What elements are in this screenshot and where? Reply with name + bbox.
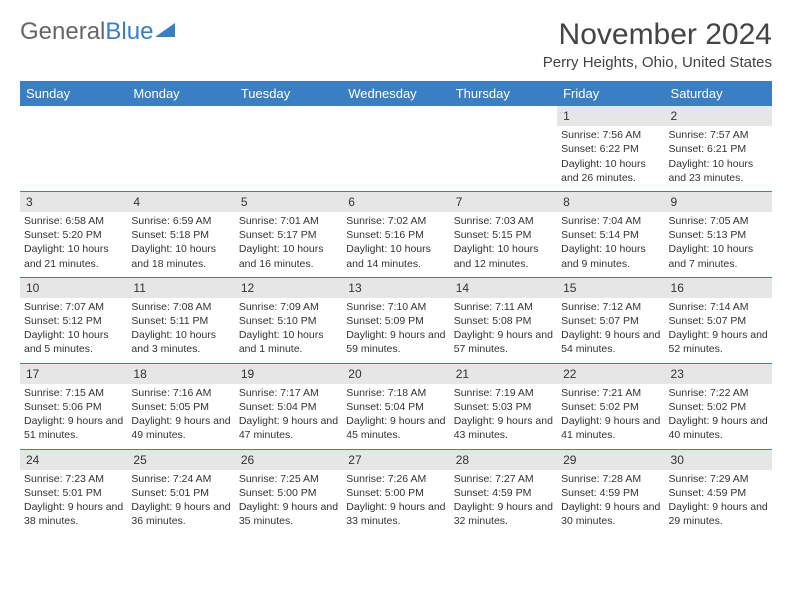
day-number: 30: [665, 449, 772, 470]
day-detail: Sunrise: 7:03 AMSunset: 5:15 PMDaylight:…: [450, 212, 557, 277]
day-detail-row: Sunrise: 7:15 AMSunset: 5:06 PMDaylight:…: [20, 384, 772, 449]
weekday-header: Tuesday: [235, 81, 342, 106]
empty-cell: [20, 106, 127, 126]
day-number: 13: [342, 277, 449, 298]
weekday-header: Sunday: [20, 81, 127, 106]
day-number: 2: [665, 106, 772, 126]
day-detail: Sunrise: 7:17 AMSunset: 5:04 PMDaylight:…: [235, 384, 342, 449]
day-number: 11: [127, 277, 234, 298]
day-number: 27: [342, 449, 449, 470]
day-number: 18: [127, 363, 234, 384]
weekday-header: Monday: [127, 81, 234, 106]
day-number: 29: [557, 449, 664, 470]
day-number: 20: [342, 363, 449, 384]
logo: GeneralBlue: [20, 18, 177, 46]
header: GeneralBlue November 2024 Perry Heights,…: [20, 18, 772, 71]
day-detail: Sunrise: 7:28 AMSunset: 4:59 PMDaylight:…: [557, 470, 664, 535]
day-detail-row: Sunrise: 7:56 AMSunset: 6:22 PMDaylight:…: [20, 126, 772, 191]
empty-cell: [20, 126, 127, 191]
empty-cell: [450, 126, 557, 191]
day-number-row: 24252627282930: [20, 449, 772, 470]
day-number: 4: [127, 191, 234, 212]
weekday-header: Saturday: [665, 81, 772, 106]
day-detail: Sunrise: 7:11 AMSunset: 5:08 PMDaylight:…: [450, 298, 557, 363]
calendar-table: SundayMondayTuesdayWednesdayThursdayFrid…: [20, 81, 772, 534]
day-detail: Sunrise: 7:29 AMSunset: 4:59 PMDaylight:…: [665, 470, 772, 535]
day-detail: Sunrise: 7:25 AMSunset: 5:00 PMDaylight:…: [235, 470, 342, 535]
day-detail: Sunrise: 7:19 AMSunset: 5:03 PMDaylight:…: [450, 384, 557, 449]
day-detail: Sunrise: 7:24 AMSunset: 5:01 PMDaylight:…: [127, 470, 234, 535]
day-detail: Sunrise: 7:27 AMSunset: 4:59 PMDaylight:…: [450, 470, 557, 535]
day-detail-row: Sunrise: 7:23 AMSunset: 5:01 PMDaylight:…: [20, 470, 772, 535]
weekday-header: Wednesday: [342, 81, 449, 106]
day-number: 28: [450, 449, 557, 470]
day-number: 10: [20, 277, 127, 298]
day-detail: Sunrise: 7:01 AMSunset: 5:17 PMDaylight:…: [235, 212, 342, 277]
day-detail: Sunrise: 7:26 AMSunset: 5:00 PMDaylight:…: [342, 470, 449, 535]
day-detail-row: Sunrise: 7:07 AMSunset: 5:12 PMDaylight:…: [20, 298, 772, 363]
weekday-header: Thursday: [450, 81, 557, 106]
day-detail: Sunrise: 7:05 AMSunset: 5:13 PMDaylight:…: [665, 212, 772, 277]
day-number: 1: [557, 106, 664, 126]
day-number: 16: [665, 277, 772, 298]
day-number: 24: [20, 449, 127, 470]
day-detail: Sunrise: 7:12 AMSunset: 5:07 PMDaylight:…: [557, 298, 664, 363]
day-detail: Sunrise: 7:21 AMSunset: 5:02 PMDaylight:…: [557, 384, 664, 449]
day-number-row: 12: [20, 106, 772, 126]
day-number: 26: [235, 449, 342, 470]
day-detail: Sunrise: 7:10 AMSunset: 5:09 PMDaylight:…: [342, 298, 449, 363]
day-detail: Sunrise: 7:23 AMSunset: 5:01 PMDaylight:…: [20, 470, 127, 535]
day-detail: Sunrise: 7:57 AMSunset: 6:21 PMDaylight:…: [665, 126, 772, 191]
day-number: 9: [665, 191, 772, 212]
empty-cell: [235, 126, 342, 191]
logo-triangle-icon: [155, 18, 177, 46]
month-title: November 2024: [543, 18, 772, 52]
day-number: 5: [235, 191, 342, 212]
empty-cell: [235, 106, 342, 126]
day-detail: Sunrise: 7:16 AMSunset: 5:05 PMDaylight:…: [127, 384, 234, 449]
day-detail: Sunrise: 7:09 AMSunset: 5:10 PMDaylight:…: [235, 298, 342, 363]
day-detail: Sunrise: 7:08 AMSunset: 5:11 PMDaylight:…: [127, 298, 234, 363]
empty-cell: [342, 126, 449, 191]
weekday-header-row: SundayMondayTuesdayWednesdayThursdayFrid…: [20, 81, 772, 106]
day-number: 19: [235, 363, 342, 384]
day-detail: Sunrise: 7:56 AMSunset: 6:22 PMDaylight:…: [557, 126, 664, 191]
day-detail: Sunrise: 7:22 AMSunset: 5:02 PMDaylight:…: [665, 384, 772, 449]
day-number-row: 17181920212223: [20, 363, 772, 384]
day-detail: Sunrise: 7:18 AMSunset: 5:04 PMDaylight:…: [342, 384, 449, 449]
day-detail: Sunrise: 7:15 AMSunset: 5:06 PMDaylight:…: [20, 384, 127, 449]
logo-text-blue: Blue: [105, 18, 153, 46]
day-detail: Sunrise: 7:04 AMSunset: 5:14 PMDaylight:…: [557, 212, 664, 277]
day-number-row: 3456789: [20, 191, 772, 212]
day-detail: Sunrise: 7:14 AMSunset: 5:07 PMDaylight:…: [665, 298, 772, 363]
day-number-row: 10111213141516: [20, 277, 772, 298]
day-detail: Sunrise: 6:58 AMSunset: 5:20 PMDaylight:…: [20, 212, 127, 277]
day-number: 22: [557, 363, 664, 384]
day-number: 15: [557, 277, 664, 298]
day-number: 17: [20, 363, 127, 384]
empty-cell: [127, 126, 234, 191]
calendar-body: 12 Sunrise: 7:56 AMSunset: 6:22 PMDaylig…: [20, 106, 772, 534]
day-detail: Sunrise: 6:59 AMSunset: 5:18 PMDaylight:…: [127, 212, 234, 277]
day-detail: Sunrise: 7:02 AMSunset: 5:16 PMDaylight:…: [342, 212, 449, 277]
day-number: 8: [557, 191, 664, 212]
day-number: 3: [20, 191, 127, 212]
day-detail: Sunrise: 7:07 AMSunset: 5:12 PMDaylight:…: [20, 298, 127, 363]
day-number: 21: [450, 363, 557, 384]
day-number: 25: [127, 449, 234, 470]
day-number: 6: [342, 191, 449, 212]
logo-text-gray: General: [20, 18, 105, 46]
day-detail-row: Sunrise: 6:58 AMSunset: 5:20 PMDaylight:…: [20, 212, 772, 277]
title-block: November 2024 Perry Heights, Ohio, Unite…: [543, 18, 772, 71]
empty-cell: [127, 106, 234, 126]
location: Perry Heights, Ohio, United States: [543, 54, 772, 71]
weekday-header: Friday: [557, 81, 664, 106]
day-number: 23: [665, 363, 772, 384]
empty-cell: [342, 106, 449, 126]
day-number: 12: [235, 277, 342, 298]
day-number: 14: [450, 277, 557, 298]
day-number: 7: [450, 191, 557, 212]
empty-cell: [450, 106, 557, 126]
